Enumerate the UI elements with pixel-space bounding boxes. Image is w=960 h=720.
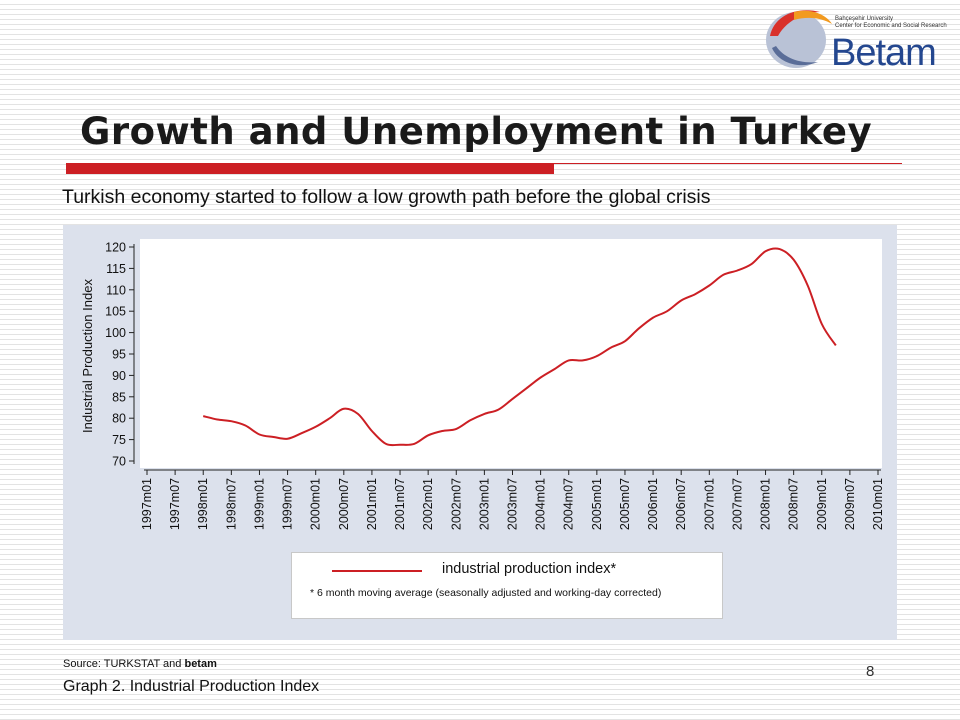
- x-tick-label: 2004m01: [534, 478, 548, 530]
- slide-title: Growth and Unemployment in Turkey: [80, 110, 873, 153]
- page-number: 8: [866, 663, 875, 680]
- logo-institution-line2: Center for Economic and Social Research: [835, 23, 947, 29]
- chart-legend: industrial production index* * 6 month m…: [291, 552, 723, 619]
- x-tick-label: 2007m07: [730, 478, 744, 530]
- x-tick-label: 1997m07: [168, 478, 182, 530]
- y-tick-label: 95: [112, 348, 126, 362]
- y-axis-label: Industrial Production Index: [80, 279, 95, 433]
- x-tick-label: 2002m01: [421, 478, 435, 530]
- logo-swirl-icon: [766, 10, 832, 68]
- y-tick-label: 105: [105, 305, 126, 319]
- plot-area: [140, 239, 882, 468]
- x-tick-label: 2009m07: [843, 478, 857, 530]
- x-tick-label: 2006m07: [674, 478, 688, 530]
- x-tick-label: 2009m01: [815, 478, 829, 530]
- logo-institution-line1: Bahçeşehir University: [835, 16, 894, 22]
- source-note: Source: TURKSTAT and betam: [63, 658, 217, 670]
- x-tick-label: 2003m07: [506, 478, 520, 530]
- x-tick-label: 2000m01: [309, 478, 323, 530]
- x-tick-label: 1998m07: [224, 478, 238, 530]
- title-rule-thin: [66, 163, 902, 164]
- x-tick-label: 2008m01: [759, 478, 773, 530]
- logo-institution: Bahçeşehir University Center for Economi…: [835, 16, 947, 30]
- title-rule-bar: [66, 164, 554, 174]
- y-tick-label: 80: [112, 412, 126, 426]
- y-tick-label: 100: [105, 326, 126, 340]
- x-axis: 1997m01 1997m07 1998m01 1998m07 1999m01 1999m…: [140, 469, 885, 530]
- legend-footnote: * 6 month moving average (seasonally adj…: [310, 587, 662, 599]
- x-tick-label: 2000m07: [337, 478, 351, 530]
- x-tick-label: 1999m01: [252, 478, 266, 530]
- legend-swatch-line: [332, 570, 422, 572]
- y-tick-label: 110: [106, 283, 126, 297]
- x-tick-label: 2004m07: [562, 478, 576, 530]
- y-tick-label: 70: [112, 455, 126, 469]
- x-tick-label: 2002m07: [449, 478, 463, 530]
- series-line-industrial-production-index: [202, 247, 837, 447]
- x-tick-label: 2010m01: [871, 478, 885, 530]
- betam-logo: Bahçeşehir University Center for Economi…: [760, 2, 956, 76]
- y-axis: 70 75 80 85 90 95 100 105 110 115 120: [105, 241, 135, 469]
- y-tick-label: 75: [112, 433, 126, 447]
- x-tick-label: 2007m01: [702, 478, 716, 530]
- x-tick-label: 2005m01: [590, 478, 604, 530]
- y-tick-label: 90: [112, 369, 126, 383]
- x-tick-label: 2003m01: [477, 478, 491, 530]
- x-tick-label: 2008m07: [787, 478, 801, 530]
- logo-name: Betam: [831, 32, 937, 74]
- slide-subtitle: Turkish economy started to follow a low …: [62, 186, 711, 208]
- x-tick-label: 2001m07: [393, 478, 407, 530]
- x-tick-label: 1998m01: [196, 478, 210, 530]
- x-tick-label: 1997m01: [140, 478, 154, 530]
- legend-label: industrial production index*: [442, 561, 617, 577]
- y-tick-label: 120: [105, 241, 126, 255]
- y-tick-label: 115: [106, 262, 126, 276]
- y-tick-label: 85: [112, 390, 126, 404]
- graph-caption: Graph 2. Industrial Production Index: [63, 678, 320, 695]
- x-tick-label: 2006m01: [646, 478, 660, 530]
- source-prefix: Source: TURKSTAT and: [63, 658, 185, 670]
- x-tick-label: 1999m07: [281, 478, 295, 530]
- x-tick-label: 2001m01: [365, 478, 379, 530]
- x-tick-label: 2005m07: [618, 478, 632, 530]
- source-bold: betam: [184, 658, 217, 670]
